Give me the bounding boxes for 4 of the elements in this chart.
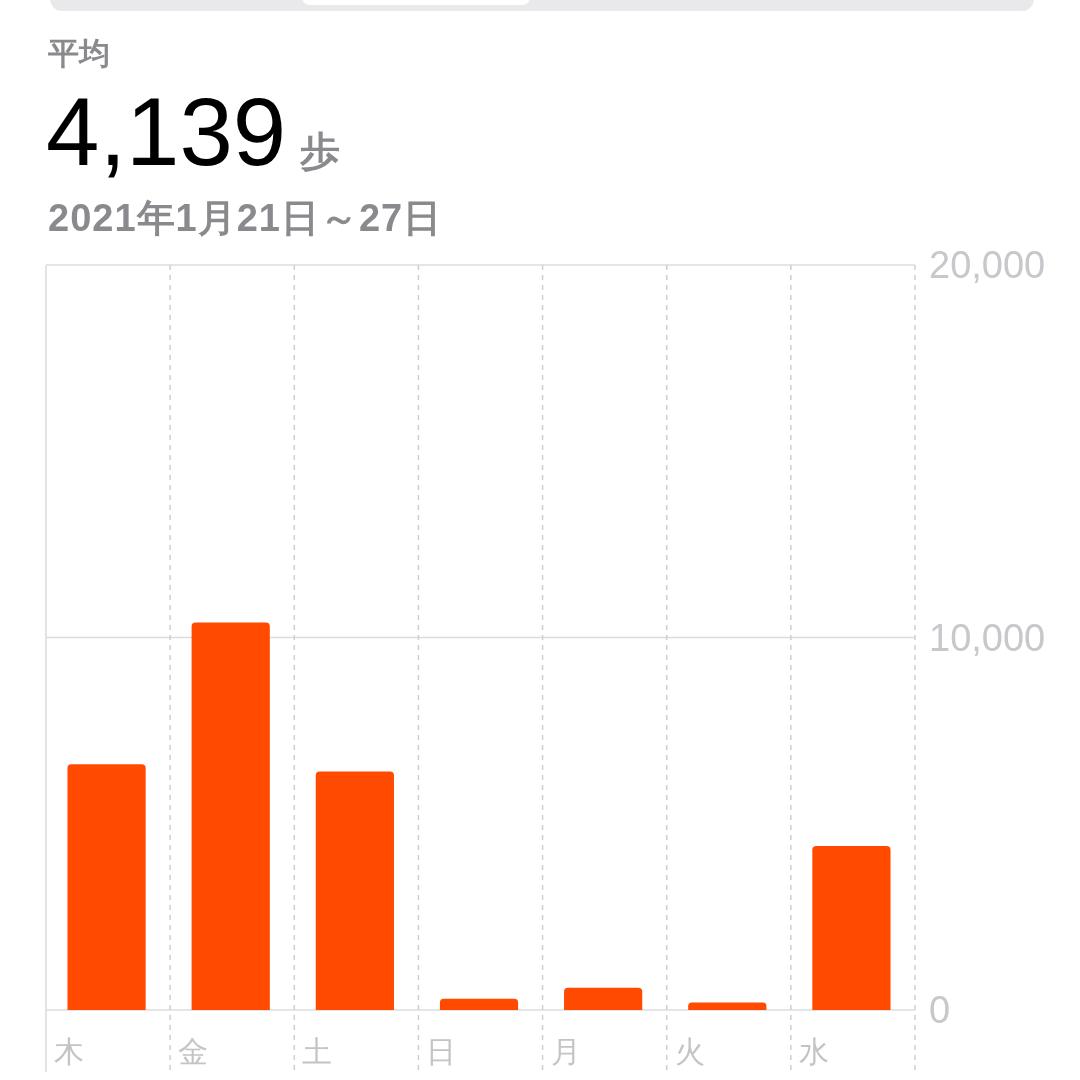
- annotation: 歩: [300, 129, 341, 173]
- subtitle: 2021年1月21日～27日: [48, 197, 443, 239]
- annotation: 4,139: [46, 78, 287, 185]
- title: 平均: [48, 36, 110, 71]
